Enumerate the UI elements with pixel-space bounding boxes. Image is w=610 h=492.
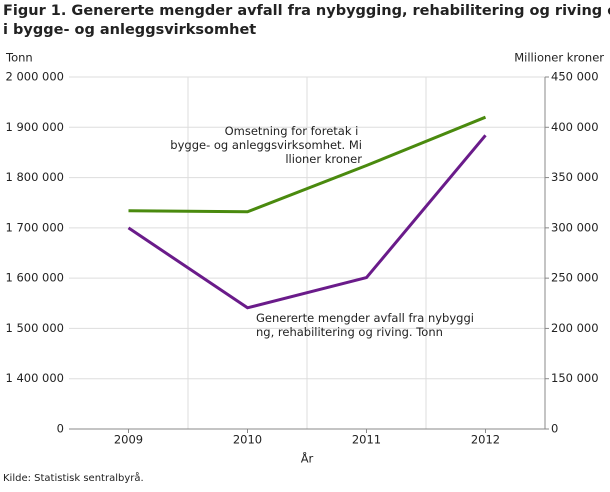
series-line [127, 134, 487, 310]
y2-axis-label: Millioner kroner [514, 51, 604, 65]
y2-tick-label: 450 000 [551, 70, 599, 84]
y-tick-label: 1 900 000 [5, 120, 64, 134]
series-line [128, 115, 487, 214]
series-annotation: Genererte mengder avfall fra nybyggi ng, … [256, 311, 474, 339]
chart-title: i bygge- og anleggsvirksomhet [3, 22, 256, 38]
x-tick-label: 2011 [352, 433, 381, 447]
y2-tick-label: 300 000 [551, 220, 599, 234]
y2-tick-label: 0 [551, 422, 558, 436]
y-tick-label: 2 000 000 [5, 70, 64, 84]
y-axis-label: Tonn [5, 51, 33, 65]
y2-tick-label: 150 000 [551, 371, 599, 385]
x-tick-label: 2010 [233, 433, 262, 447]
chart-title: Figur 1. Genererte mengder avfall fra ny… [3, 3, 610, 19]
x-tick-label: 2009 [114, 433, 143, 447]
x-tick-label: 2012 [471, 433, 500, 447]
y-tick-label: 1 700 000 [5, 220, 64, 234]
series-annotation: Omsetning for foretak i bygge- og anlegg… [170, 124, 362, 166]
y-tick-label: 1 500 000 [5, 321, 64, 335]
source: Kilde: Statistisk sentralbyrå. [3, 471, 144, 484]
y2-tick-label: 250 000 [551, 271, 599, 285]
y2-tick-label: 350 000 [551, 170, 599, 184]
y-tick-label: 1 800 000 [5, 170, 64, 184]
y-tick-label: 1 600 000 [5, 271, 64, 285]
x-axis-label: År [301, 451, 314, 466]
y-tick-label: 0 [57, 422, 64, 436]
y-tick-label: 1 400 000 [5, 371, 64, 385]
y2-tick-label: 200 000 [551, 321, 599, 335]
y2-tick-label: 400 000 [551, 120, 599, 134]
